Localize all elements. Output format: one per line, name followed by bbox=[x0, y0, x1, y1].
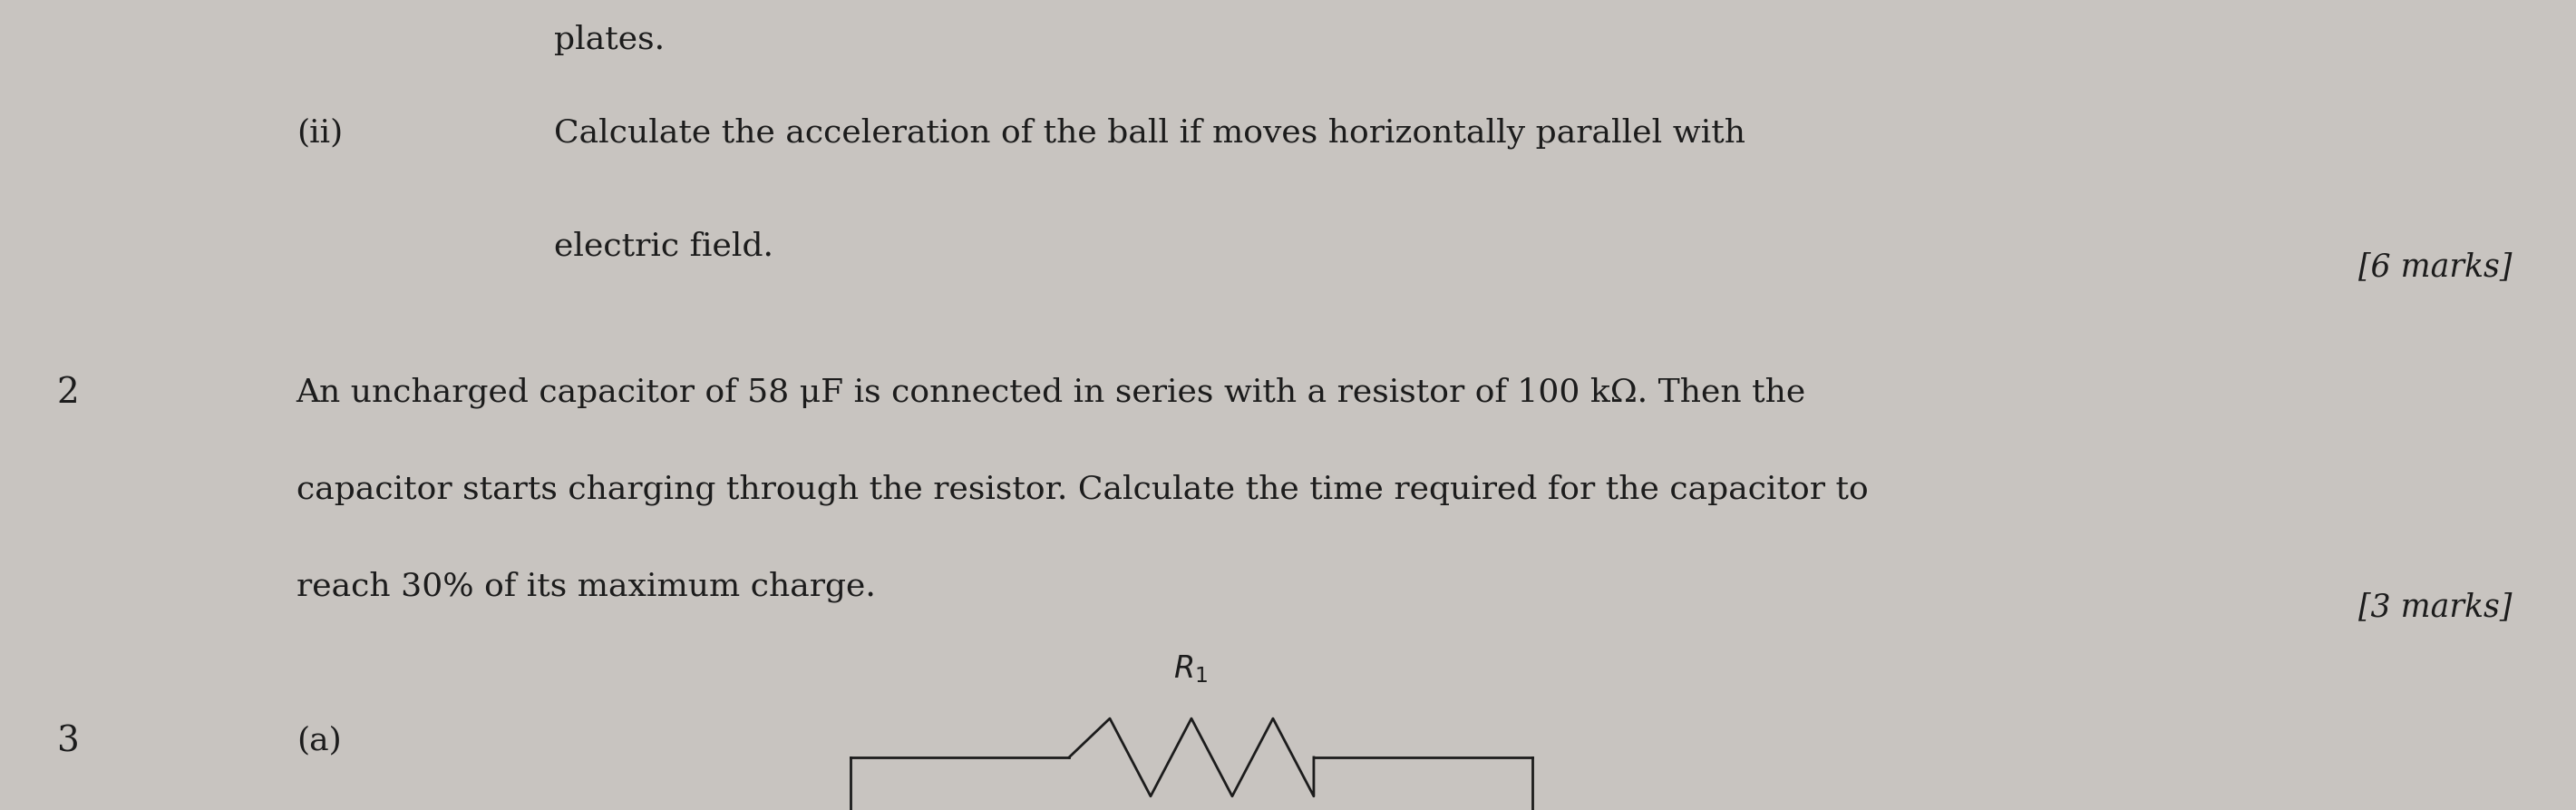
Text: capacitor starts charging through the resistor. Calculate the time required for : capacitor starts charging through the re… bbox=[296, 474, 1868, 505]
Text: [3 marks]: [3 marks] bbox=[2357, 591, 2512, 622]
Text: electric field.: electric field. bbox=[554, 231, 773, 262]
Text: [6 marks]: [6 marks] bbox=[2357, 251, 2512, 282]
Text: (ii): (ii) bbox=[296, 117, 343, 148]
Text: Calculate the acceleration of the ball if moves horizontally parallel with: Calculate the acceleration of the ball i… bbox=[554, 117, 1747, 149]
Text: plates.: plates. bbox=[554, 24, 665, 55]
Text: $R_1$: $R_1$ bbox=[1172, 653, 1208, 684]
Text: An uncharged capacitor of 58 μF is connected in series with a resistor of 100 kΩ: An uncharged capacitor of 58 μF is conne… bbox=[296, 377, 1806, 408]
Text: 3: 3 bbox=[57, 725, 80, 758]
Text: (a): (a) bbox=[296, 725, 343, 756]
Text: reach 30% of its maximum charge.: reach 30% of its maximum charge. bbox=[296, 571, 876, 603]
Text: 2: 2 bbox=[57, 377, 80, 410]
